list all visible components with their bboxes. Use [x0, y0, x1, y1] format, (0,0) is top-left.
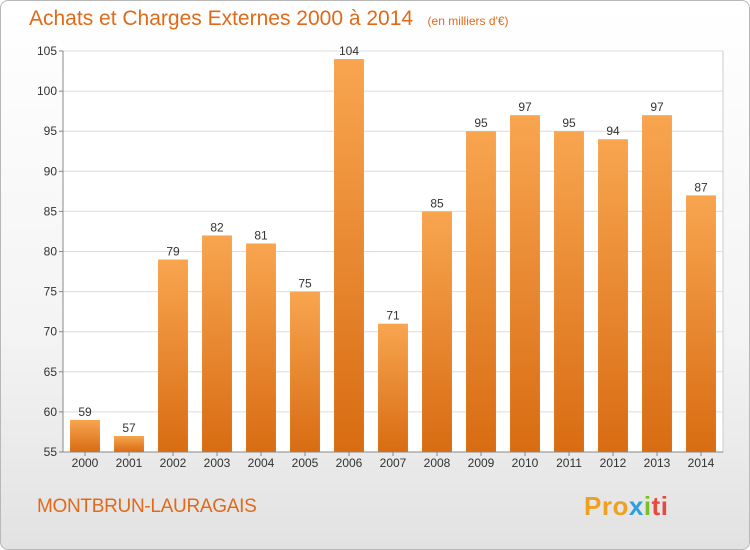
data-label: 85: [430, 196, 444, 210]
y-tick-label: 60: [44, 405, 58, 419]
bar: [378, 323, 408, 452]
data-label: 87: [694, 180, 708, 194]
bar: [158, 259, 188, 452]
bar: [290, 291, 320, 452]
y-tick-label: 105: [37, 44, 57, 58]
x-tick-label: 2009: [468, 456, 495, 470]
proxiti-logo: Proxiti: [584, 491, 668, 522]
bar: [510, 115, 540, 452]
logo-part-4: ti: [651, 491, 669, 521]
data-label: 97: [518, 100, 532, 114]
data-label: 82: [210, 220, 224, 234]
bar: [202, 235, 232, 452]
data-label: 81: [254, 228, 268, 242]
bar-layer: [70, 59, 716, 453]
y-tick-label: 65: [44, 365, 58, 379]
bar: [466, 131, 496, 452]
y-tick-label: 80: [44, 245, 58, 259]
x-tick-label: 2007: [380, 456, 407, 470]
bar: [114, 435, 144, 452]
x-tick-label: 2008: [424, 456, 451, 470]
bar: [598, 139, 628, 452]
x-tick-label: 2003: [204, 456, 231, 470]
x-tick-label: 2014: [688, 456, 715, 470]
data-label: 95: [474, 116, 488, 130]
x-tick-label: 2005: [292, 456, 319, 470]
data-label: 97: [650, 100, 664, 114]
bar: [642, 115, 672, 452]
title-row: Achats et Charges Externes 2000 à 2014 (…: [29, 7, 509, 31]
commune-name: MONTBRUN-LAURAGAIS: [37, 496, 257, 517]
data-label: 59: [78, 405, 92, 419]
chart-title: Achats et Charges Externes 2000 à 2014: [29, 7, 414, 30]
y-tick-label: 75: [44, 285, 58, 299]
data-label: 57: [122, 421, 136, 435]
data-label: 75: [298, 277, 312, 291]
y-tick-label: 95: [44, 124, 58, 138]
bar: [422, 211, 452, 452]
data-label: 95: [562, 116, 576, 130]
label-layer: 59 57 79 82 81 75 104 71 85 95 97 95 94 97 87: [78, 44, 708, 435]
x-tick-label: 2002: [160, 456, 187, 470]
logo-part-2: x: [628, 491, 644, 521]
data-label: 104: [339, 44, 359, 58]
x-tick-label: 2013: [644, 456, 671, 470]
y-tick-label: 90: [44, 164, 58, 178]
bar: [246, 243, 276, 452]
y-tick-label: 100: [37, 84, 57, 98]
x-tick-label: 2004: [248, 456, 275, 470]
x-tick-label: 2006: [336, 456, 363, 470]
bar: [554, 131, 584, 452]
x-tick-label: 2012: [600, 456, 627, 470]
logo-part-3: i: [643, 491, 652, 521]
x-tick-label: 2010: [512, 456, 539, 470]
x-tick-label: 2011: [556, 456, 582, 470]
y-tick-label: 55: [44, 445, 58, 459]
data-label: 71: [386, 309, 400, 323]
bar: [686, 195, 716, 453]
data-label: 79: [166, 245, 180, 259]
data-label: 94: [606, 124, 620, 138]
y-tick-label: 85: [44, 204, 58, 218]
x-tick-label: 2000: [72, 456, 99, 470]
chart-unit: (en milliers d'€): [427, 14, 509, 28]
bar: [70, 419, 100, 452]
x-tick-label: 2001: [116, 456, 143, 470]
bar: [334, 59, 364, 453]
logo-part-1: Pro: [584, 491, 629, 521]
axis-layer: 55 60 65 70 75 80 85 90 95 100 105 2000 2001 2002 2003…: [37, 44, 723, 470]
y-tick-label: 70: [44, 325, 58, 339]
